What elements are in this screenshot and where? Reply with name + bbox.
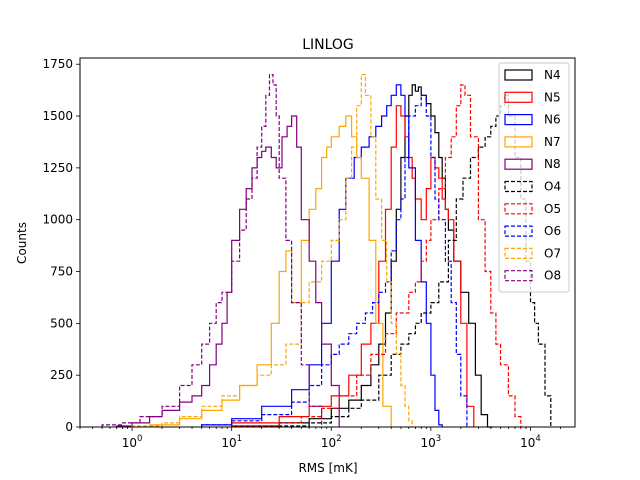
y-tick-label: 1500 — [42, 109, 73, 123]
x-tick-label: 103 — [421, 434, 442, 450]
legend-label-n5: N5 — [544, 90, 561, 104]
y-tick-label: 500 — [50, 316, 73, 330]
legend-swatch-o4 — [504, 180, 533, 193]
series-layer — [101, 74, 552, 428]
legend-label-o4: O4 — [544, 180, 561, 194]
legend-label-o7: O7 — [544, 246, 561, 260]
series-line-o6 — [201, 94, 468, 427]
series-line-n8 — [116, 115, 340, 427]
legend-swatch-n8 — [504, 158, 533, 170]
y-tick-label: 1000 — [42, 213, 73, 227]
series-line-n7 — [149, 115, 392, 427]
plot-area — [80, 58, 575, 427]
series-line-o8 — [101, 74, 323, 427]
y-axis: 0 250 500 750 1000 1250 1500 1750 — [42, 57, 80, 434]
legend-label-o8: O8 — [544, 269, 561, 283]
series-line-o5 — [231, 84, 522, 427]
series-line-o7 — [131, 74, 413, 427]
x-axis-label: RMS [mK] — [298, 461, 357, 475]
legend-swatch-o5 — [504, 203, 533, 215]
legend-label-o6: O6 — [544, 224, 561, 238]
legend-swatch-n6 — [504, 113, 533, 126]
chart-title: LINLOG — [302, 37, 354, 53]
y-tick-label: 0 — [65, 420, 73, 434]
x-tick-label: 100 — [122, 434, 143, 450]
legend-label-o5: O5 — [544, 202, 561, 216]
y-tick-label: 1750 — [42, 57, 73, 71]
legend-label-n4: N4 — [544, 68, 561, 82]
x-axis: 100 101 102 103 104 — [79, 427, 561, 450]
legend: N4 N5 N6 N7 N8 O4 O5 O6 O7 O8 — [498, 62, 570, 293]
series-line-o4 — [278, 94, 552, 427]
legend-label-n7: N7 — [544, 135, 561, 149]
y-axis-label: Counts — [15, 222, 29, 264]
legend-label-n8: N8 — [544, 157, 561, 171]
x-tick-label: 104 — [520, 434, 541, 450]
x-tick-label: 101 — [221, 434, 242, 450]
plot-frame — [79, 57, 576, 428]
legend-swatch-n7 — [504, 136, 533, 148]
legend-swatch-o7 — [504, 247, 533, 259]
legend-swatch-o6 — [504, 225, 533, 237]
series-line-n5 — [231, 105, 475, 427]
legend-box — [498, 62, 570, 293]
y-tick-label: 750 — [50, 265, 73, 279]
y-tick-label: 1250 — [42, 161, 73, 175]
legend-label-n6: N6 — [544, 113, 561, 127]
y-tick-label: 250 — [50, 368, 73, 382]
legend-swatch-n5 — [504, 91, 533, 103]
legend-swatch-o8 — [504, 270, 533, 282]
x-tick-label: 102 — [321, 434, 342, 450]
legend-swatch-n4 — [504, 69, 533, 81]
